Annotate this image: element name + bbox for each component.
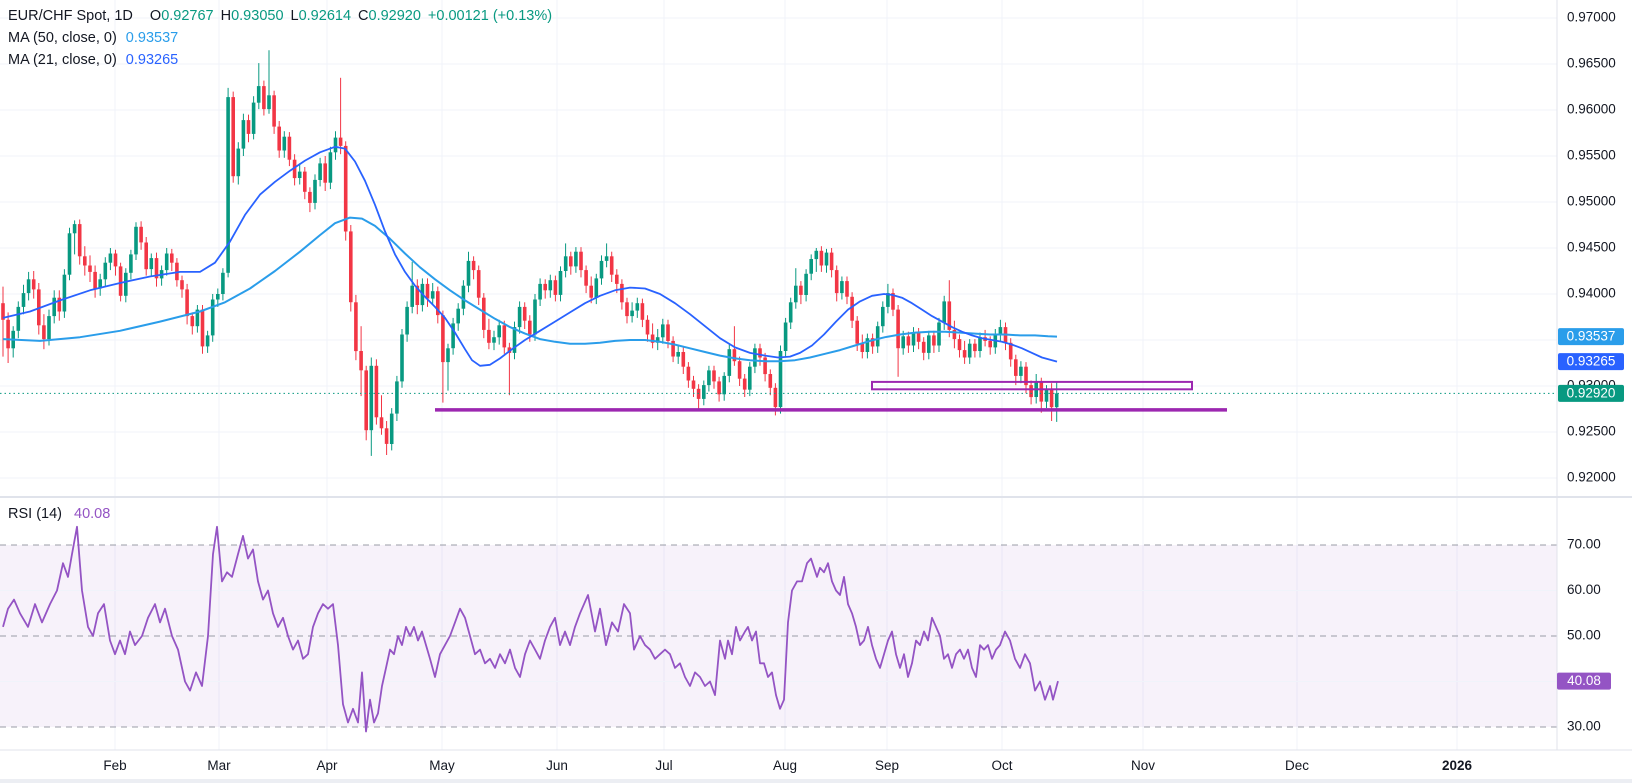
change-value: +0.00121 (+0.13%) [427,8,553,24]
ma50-label: MA (50, close, 0) [8,30,117,46]
svg-text:Dec: Dec [1285,758,1309,773]
svg-text:0.92000: 0.92000 [1567,470,1616,485]
rsi-value-badge: 40.08 [1557,672,1611,690]
svg-text:0.93265: 0.93265 [1567,354,1616,369]
price-gridlines [0,17,1557,479]
svg-text:0.95000: 0.95000 [1567,194,1616,209]
ma21-price-badge: 0.93265 [1558,353,1624,371]
svg-text:Mar: Mar [207,758,231,773]
svg-text:0.96000: 0.96000 [1567,102,1616,117]
svg-text:Sep: Sep [875,758,899,773]
svg-text:Oct: Oct [991,758,1012,773]
candles-layer[interactable] [1,50,1059,456]
last-price-badge: 0.92920 [1558,384,1624,402]
high-value: H0.93050 [220,8,284,24]
svg-text:0.92500: 0.92500 [1567,424,1616,439]
ma50-line[interactable] [2,216,1058,363]
resistance-zone[interactable] [871,380,1193,391]
svg-text:Jun: Jun [546,758,568,773]
ma21-value: 0.93265 [125,52,179,68]
time-axis[interactable]: Feb Mar Apr May Jun Jul Aug Sep Oct Nov Dec 2026 [103,758,1472,773]
price-axis[interactable]: 0.97000 0.96500 0.96000 0.95500 0.95000 0.945… [1567,10,1616,485]
ma21-legend-row[interactable]: MA (21, close, 0) 0.93265 [8,49,552,71]
ma50-price-badge: 0.93537 [1558,328,1624,346]
symbol-legend-row[interactable]: EUR/CHF Spot, 1D O0.92767 H0.93050 L0.92614… [8,5,552,27]
svg-text:0.97000: 0.97000 [1567,10,1616,25]
low-value: L0.92614 [290,8,352,24]
rsi-pane[interactable] [0,544,1557,728]
svg-text:Jul: Jul [655,758,672,773]
svg-text:Feb: Feb [103,758,126,773]
price-axis-badges: 0.93537 0.93265 0.92920 [1558,328,1624,402]
svg-text:May: May [429,758,455,773]
svg-text:0.96500: 0.96500 [1567,56,1616,71]
ma21-line[interactable] [2,145,1058,367]
ma50-legend-row[interactable]: MA (50, close, 0) 0.93537 [8,27,552,49]
svg-text:70.00: 70.00 [1567,537,1601,552]
svg-text:0.94500: 0.94500 [1567,240,1616,255]
symbol-title[interactable]: EUR/CHF Spot, 1D [8,8,133,24]
svg-text:0.92920: 0.92920 [1567,385,1616,400]
rsi-value: 40.08 [74,506,111,522]
rsi-legend-row[interactable]: RSI (14) 40.08 [8,506,110,522]
svg-text:30.00: 30.00 [1567,719,1601,734]
svg-text:Nov: Nov [1131,758,1155,773]
svg-text:Aug: Aug [773,758,797,773]
ma21-label: MA (21, close, 0) [8,52,117,68]
svg-text:50.00: 50.00 [1567,628,1601,643]
symbol-legend[interactable]: EUR/CHF Spot, 1D O0.92767 H0.93050 L0.92614… [8,5,552,71]
svg-text:0.94000: 0.94000 [1567,286,1616,301]
svg-text:40.08: 40.08 [1567,673,1601,688]
svg-text:0.95500: 0.95500 [1567,148,1616,163]
ma50-value: 0.93537 [125,30,179,46]
svg-text:60.00: 60.00 [1567,582,1601,597]
svg-text:2026: 2026 [1442,758,1473,773]
close-value: C0.92920 [358,8,421,24]
vertical-gridlines [114,0,1458,750]
rsi-band [0,545,1557,727]
svg-text:0.93537: 0.93537 [1567,329,1616,344]
svg-text:Apr: Apr [316,758,338,773]
rsi-line[interactable] [2,525,1059,733]
open-value: O0.92767 [149,8,214,24]
rsi-label: RSI (14) [8,506,62,522]
rsi-axis[interactable]: 70.00 60.00 50.00 30.00 40.08 [1557,537,1611,734]
